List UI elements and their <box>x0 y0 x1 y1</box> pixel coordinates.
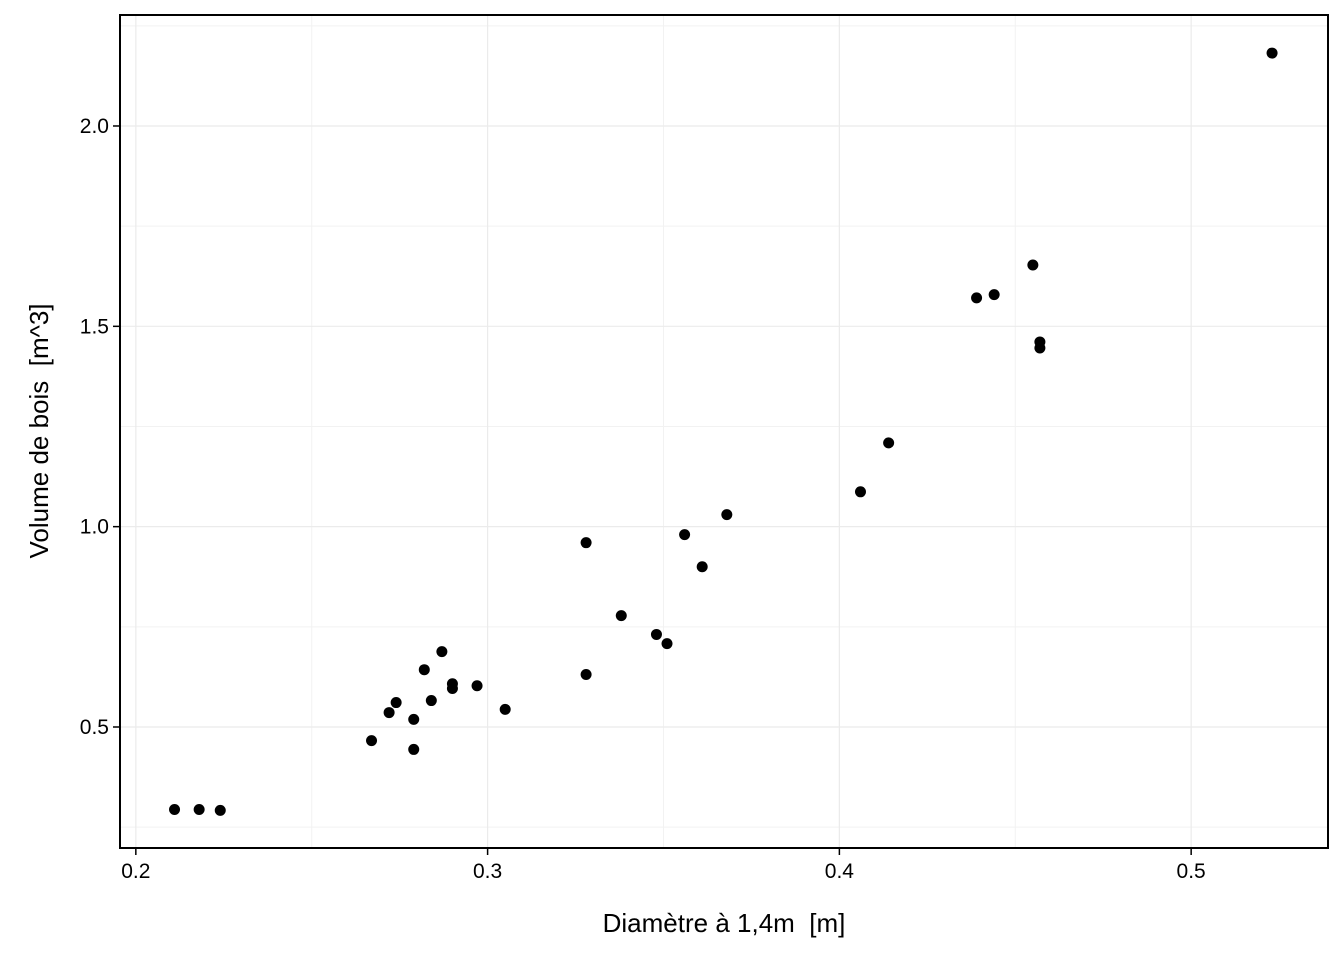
x-tick-label: 0.4 <box>825 860 855 883</box>
point <box>425 695 437 707</box>
point <box>1027 259 1039 271</box>
point <box>883 437 895 449</box>
point <box>988 289 1000 301</box>
point <box>408 743 420 755</box>
point <box>408 713 420 725</box>
point <box>499 703 511 715</box>
point <box>580 669 592 681</box>
panel-border <box>119 14 1329 849</box>
point <box>679 529 691 541</box>
x-axis-title: Diamètre à 1,4m [m] <box>603 908 846 938</box>
point <box>696 561 708 573</box>
y-tick-label: 0.5 <box>80 716 109 739</box>
point <box>971 292 983 304</box>
point <box>390 697 402 709</box>
point <box>418 664 430 676</box>
y-axis-title: Volume de bois [m^3] <box>24 304 54 559</box>
x-tick-label: 0.2 <box>121 860 150 883</box>
point <box>615 610 627 622</box>
point <box>471 680 483 692</box>
point <box>446 683 458 695</box>
point <box>1034 342 1046 354</box>
point <box>721 509 733 521</box>
y-tick-label: 1.5 <box>80 315 109 338</box>
point <box>214 804 226 816</box>
point <box>1266 47 1278 59</box>
x-tick-label: 0.3 <box>473 860 502 883</box>
point <box>650 628 662 640</box>
point <box>366 735 378 747</box>
point <box>169 804 181 816</box>
point <box>661 638 673 650</box>
point <box>854 486 866 498</box>
point <box>383 707 395 719</box>
x-tick-label: 0.5 <box>1177 860 1206 883</box>
y-tick-label: 2.0 <box>80 115 109 138</box>
point <box>436 646 448 658</box>
point <box>580 537 592 549</box>
y-tick-label: 1.0 <box>80 516 109 539</box>
point <box>193 804 205 816</box>
